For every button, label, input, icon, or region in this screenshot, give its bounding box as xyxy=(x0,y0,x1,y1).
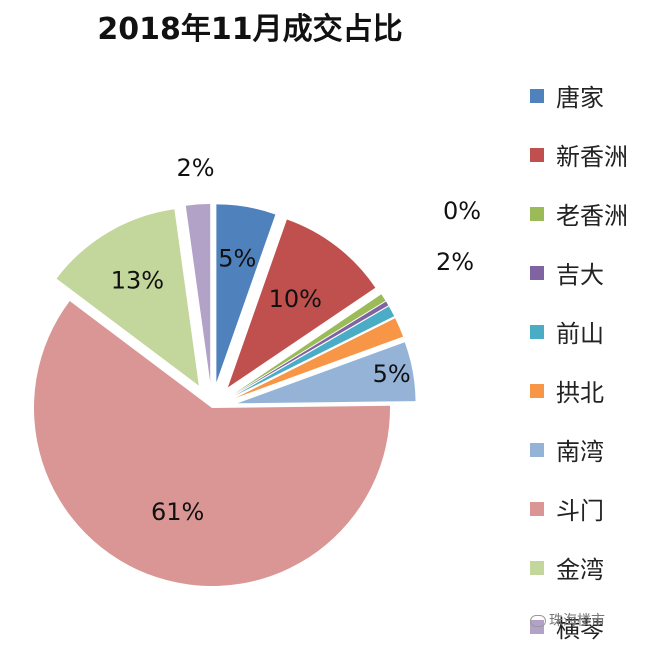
legend-label: 唐家 xyxy=(556,84,604,112)
legend-label: 前山 xyxy=(556,320,604,348)
legend-swatch xyxy=(530,324,544,339)
pie-slice-10 xyxy=(185,204,211,383)
legend-swatch xyxy=(530,147,544,162)
legend-label: 南湾 xyxy=(556,438,604,466)
pie-slice-3 xyxy=(233,294,386,394)
legend-swatch xyxy=(530,206,544,221)
pie-slice-4 xyxy=(234,301,389,395)
chart-title: 2018年11月成交占比 xyxy=(97,12,403,47)
watermark-text: 珠海楼市 xyxy=(549,613,605,629)
data-label-1: 5% xyxy=(218,245,256,273)
legend-label: 金湾 xyxy=(556,556,604,584)
pie-slice-6 xyxy=(235,318,404,398)
legend-swatch xyxy=(530,560,544,575)
legend-item-3: 老香洲 xyxy=(530,184,628,243)
legend-item-4: 吉大 xyxy=(530,243,628,302)
legend-label: 吉大 xyxy=(556,261,604,289)
legend-swatch xyxy=(530,265,544,280)
pie-slice-9 xyxy=(56,209,199,386)
legend: 唐家新香洲老香洲吉大前山拱北南湾斗门金湾横琴 xyxy=(530,66,628,656)
legend-item-2: 新香洲 xyxy=(530,125,628,184)
legend-item-8: 斗门 xyxy=(530,479,628,538)
legend-swatch xyxy=(530,383,544,398)
data-label-6: 2% xyxy=(436,248,474,276)
data-label-7: 5% xyxy=(373,360,411,388)
legend-swatch xyxy=(530,88,544,103)
legend-label: 拱北 xyxy=(556,379,604,407)
legend-label: 斗门 xyxy=(556,497,604,525)
data-label-4: 0% xyxy=(443,197,481,225)
pie-slice-5 xyxy=(234,306,395,396)
pie-chart: 5% 10% 0% 2% 5% 61% 13% 2% xyxy=(34,154,481,587)
watermark: 珠海楼市 xyxy=(530,610,605,630)
pie-slice-1 xyxy=(216,204,276,383)
legend-item-5: 前山 xyxy=(530,302,628,361)
data-label-2: 10% xyxy=(269,285,322,313)
wechat-icon xyxy=(530,615,546,627)
legend-label: 老香洲 xyxy=(556,202,628,230)
pie-slice-8 xyxy=(34,301,390,587)
legend-label: 横琴 xyxy=(556,615,604,643)
data-label-8: 61% xyxy=(151,498,204,526)
legend-item-6: 拱北 xyxy=(530,361,628,420)
data-label-10: 2% xyxy=(176,154,214,182)
pie-slice-7 xyxy=(237,342,416,404)
legend-item-9: 金湾 xyxy=(530,538,628,597)
legend-item-1: 唐家 xyxy=(530,66,628,125)
legend-item-7: 南湾 xyxy=(530,420,628,479)
legend-label: 新香洲 xyxy=(556,143,628,171)
legend-swatch xyxy=(530,442,544,457)
data-label-9: 13% xyxy=(111,266,164,294)
pie-slice-2 xyxy=(227,219,376,388)
legend-swatch xyxy=(530,501,544,516)
